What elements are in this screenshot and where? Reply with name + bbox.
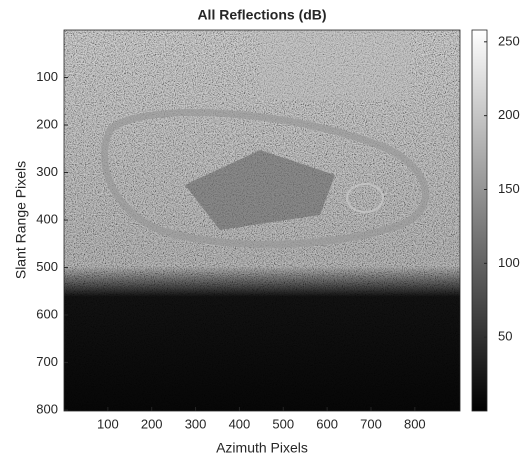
colorbar-tick-label: 150 — [498, 181, 520, 196]
x-tick-label: 600 — [316, 416, 338, 431]
x-tick-label: 800 — [404, 416, 426, 431]
colorbar-tick-label: 200 — [498, 107, 520, 122]
colorbar-tick-label: 50 — [498, 329, 512, 344]
x-tick-label: 300 — [185, 416, 207, 431]
colorbar-tick-label: 100 — [498, 255, 520, 270]
y-tick-label: 100 — [36, 69, 58, 84]
y-tick-label: 500 — [36, 259, 58, 274]
y-tick-label: 200 — [36, 116, 58, 131]
image — [64, 30, 460, 411]
y-tick-label: 600 — [36, 306, 58, 321]
x-tick-label: 700 — [360, 416, 382, 431]
chart: All Reflections (dB) Azimuth Pixels Slan… — [0, 0, 527, 459]
y-tick-label: 400 — [36, 211, 58, 226]
y-tick-label: 700 — [36, 354, 58, 369]
y-tick-label: 800 — [36, 401, 58, 416]
x-tick-label: 400 — [229, 416, 251, 431]
colorbar — [472, 30, 487, 411]
chart-title: All Reflections (dB) — [197, 7, 326, 23]
x-tick-label: 100 — [97, 416, 119, 431]
y-tick-label: 300 — [36, 164, 58, 179]
colorbar-tick-label: 250 — [498, 33, 520, 48]
y-axis-label: Slant Range Pixels — [13, 161, 29, 279]
x-tick-label: 500 — [272, 416, 294, 431]
x-axis-label: Azimuth Pixels — [216, 440, 308, 456]
x-tick-label: 200 — [141, 416, 163, 431]
